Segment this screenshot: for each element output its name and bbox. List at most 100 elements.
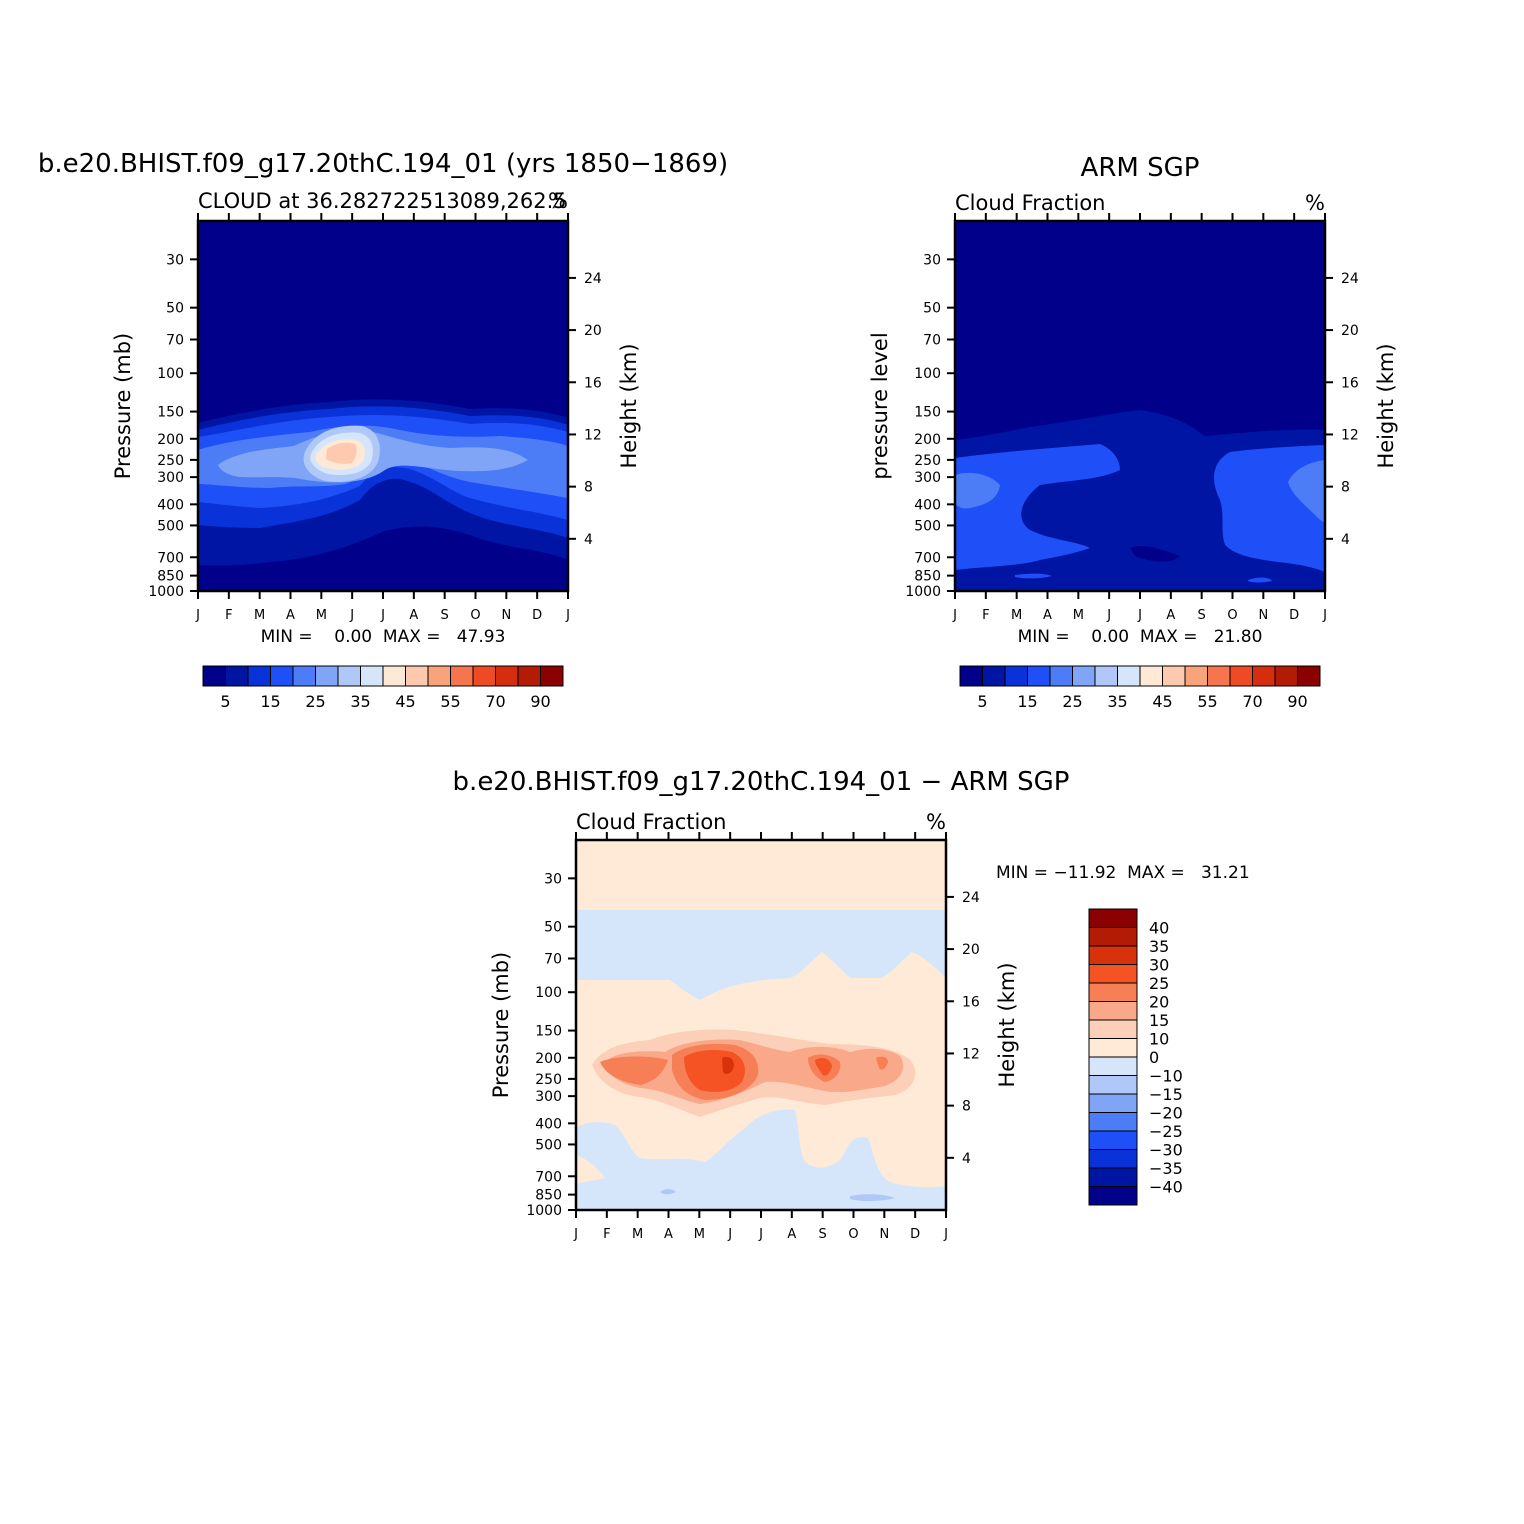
pressure-tick-label: 1000 [526,1203,562,1219]
x-tick-label: F [225,608,232,623]
colorbar-swatch [1088,964,1138,984]
height-tick-label: 4 [962,1151,971,1167]
panel-obs-subtitle: Cloud Fraction [955,191,1106,215]
contour-fill-20to25-c [876,1056,888,1070]
height-tick-label: 12 [1341,427,1359,443]
pressure-tick-label: 400 [535,1116,562,1132]
colorbar-label: 70 [1242,692,1262,711]
x-tick-label: J [758,1227,763,1242]
panel-obs-title: ARM SGP [1081,153,1200,183]
colorbar-swatch [1139,665,1163,687]
colorbar-label: 15 [1149,1011,1169,1030]
colorbar-label: 30 [1149,956,1169,975]
colorbar-label: 5 [220,692,230,711]
height-tick-label: 8 [1341,480,1350,496]
contour-fill-15 [955,472,1000,509]
panel-obs-ylabel-right: Height (km) [1374,343,1398,468]
x-tick-label: J [1106,608,1111,623]
pressure-tick-label: 300 [157,470,184,486]
colorbar-label: 25 [305,692,325,711]
colorbar-label: 20 [1149,993,1169,1012]
x-tick-label: J [565,608,570,623]
x-tick-label: F [603,1227,610,1242]
pressure-tick-label: 150 [914,405,941,421]
height-tick-label: 12 [584,427,602,443]
colorbar-swatch [247,665,271,687]
panel-model-title: b.e20.BHIST.f09_g17.20thC.194_01 (yrs 18… [38,149,728,179]
contour-fill-30plus [722,1056,734,1074]
height-tick-label: 20 [1341,323,1359,339]
pressure-tick-label: 700 [157,550,184,566]
contour-fill-low-band [955,571,1325,591]
colorbar-label: −25 [1149,1122,1183,1141]
pressure-tick-label: 70 [166,332,184,348]
pressure-tick-label: 850 [914,569,941,585]
x-tick-label: A [787,1227,796,1242]
pressure-tick-label: 70 [544,951,562,967]
height-tick-label: 8 [962,1099,971,1115]
x-tick-label: J [952,608,957,623]
colorbar-swatch [1088,927,1138,947]
colorbar-label: 25 [1149,974,1169,993]
height-tick-label: 12 [962,1046,980,1062]
x-tick-label: M [254,608,265,623]
contour-fill-20 [198,425,568,498]
x-tick-label: J [727,1227,732,1242]
colorbar-swatch [225,665,249,687]
colorbar-swatch [1207,665,1231,687]
x-tick-label: A [664,1227,673,1242]
panel-obs-ylabel-left: pressure level [868,332,892,479]
height-tick-label: 24 [584,271,602,287]
colorbar-swatch [1094,665,1118,687]
height-tick-label: 4 [584,532,593,548]
x-tick-label: D [910,1227,920,1242]
colorbar-label: −15 [1149,1085,1183,1104]
contour-fill-15b [1288,460,1325,523]
pressure-tick-label: 100 [535,985,562,1001]
colorbar-swatch [1088,1149,1138,1169]
colorbar-swatch [1088,1056,1138,1076]
pressure-tick-label: 250 [535,1072,562,1088]
pressure-tick-label: 200 [157,432,184,448]
x-tick-label: J [380,608,385,623]
pressure-tick-label: 850 [157,569,184,585]
contour-fill-lt5-dip [1130,545,1180,562]
pressure-tick-label: 850 [535,1188,562,1204]
pressure-tick-label: 500 [535,1137,562,1153]
x-tick-label: J [1137,608,1142,623]
pressure-tick-label: 500 [914,518,941,534]
pressure-tick-label: 500 [157,518,184,534]
colorbar-label: 90 [530,692,550,711]
panel-model-height-ticks: 24 20 16 12 8 4 [568,271,602,548]
colorbar-swatch [1088,1075,1138,1095]
contour-fill-lt5-lower [198,534,568,591]
panel-model-stats: MIN = 0.00 MAX = 47.93 [261,627,506,647]
colorbar-swatch [1088,945,1138,965]
colorbar-label: 90 [1287,692,1307,711]
colorbar-swatch [450,665,474,687]
colorbar-swatch [1162,665,1186,687]
colorbar-swatch [1184,665,1208,687]
x-tick-label: J [1322,608,1327,623]
panel-obs: ARM SGP Cloud Fraction % J F M A M J J A S O N D J 3… [868,153,1398,711]
x-tick-label: M [694,1227,705,1242]
colorbar-swatch [517,665,541,687]
colorbar-swatch [1252,665,1276,687]
pressure-tick-label: 100 [914,366,941,382]
panel-diff-ylabel-right: Height (km) [995,962,1019,1087]
colorbar-swatch [540,665,564,687]
colorbar-label: 40 [1149,919,1169,938]
x-tick-label: S [441,608,449,623]
pressure-tick-label: 200 [535,1051,562,1067]
contour-fill-neg-lower-left-bump [576,1155,605,1184]
colorbar-swatch [959,665,983,687]
pressure-tick-label: 50 [923,301,941,317]
contour-fill-25to30-b [815,1058,832,1076]
pressure-tick-label: 150 [535,1024,562,1040]
colorbar-label: −20 [1149,1104,1183,1123]
colorbar-label: 25 [1062,692,1082,711]
colorbar-swatch [270,665,294,687]
